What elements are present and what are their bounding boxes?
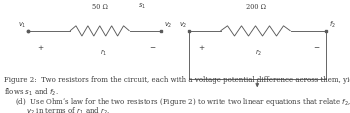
- Text: $v_2$: $v_2$: [179, 20, 187, 29]
- Text: $f_2$: $f_2$: [329, 19, 336, 29]
- Text: −: −: [149, 45, 155, 50]
- Text: −: −: [314, 45, 320, 50]
- Text: (d)  Use Ohm’s law for the two resistors (Figure 2) to write two linear equation: (d) Use Ohm’s law for the two resistors …: [4, 95, 350, 107]
- Text: +: +: [198, 45, 204, 50]
- Text: $s_1$: $s_1$: [138, 2, 146, 11]
- Text: 200 Ω: 200 Ω: [245, 3, 266, 11]
- Text: flows $s_1$ and $f_2$.: flows $s_1$ and $f_2$.: [4, 86, 58, 97]
- Text: $r_1$: $r_1$: [100, 47, 107, 58]
- Text: $v_2$: $v_2$: [164, 20, 173, 29]
- Text: 50 Ω: 50 Ω: [92, 3, 108, 11]
- Text: Figure 2:  Two resistors from the circuit, each with a voltage potential differe: Figure 2: Two resistors from the circuit…: [4, 76, 350, 84]
- Text: +: +: [37, 45, 43, 50]
- Text: $r_2$: $r_2$: [256, 47, 262, 58]
- Text: $v_2$ in terms of $r_1$ and $r_2$.: $v_2$ in terms of $r_1$ and $r_2$.: [4, 105, 110, 113]
- Text: $v_1$: $v_1$: [18, 20, 26, 29]
